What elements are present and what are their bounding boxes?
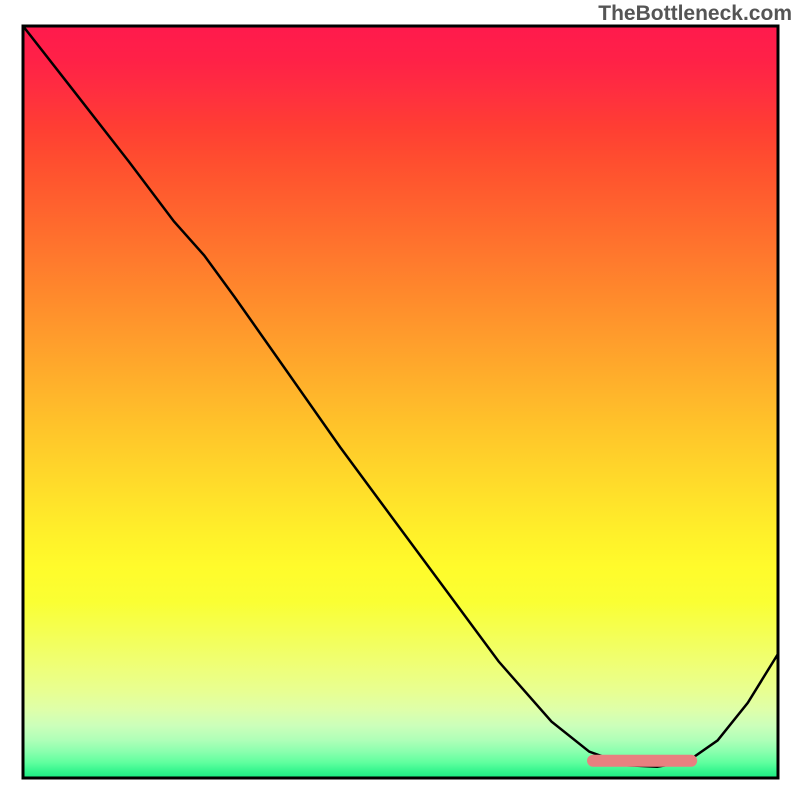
watermark-text: TheBottleneck.com <box>598 2 792 26</box>
plot-background <box>23 26 778 778</box>
bottleneck-chart <box>0 0 800 800</box>
